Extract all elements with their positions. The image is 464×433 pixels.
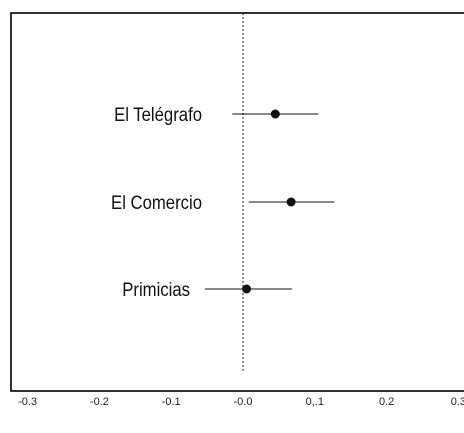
x-tick-label: 0.2	[379, 396, 394, 408]
estimate-point	[242, 284, 252, 294]
x-axis-tick-layer: -0.3 -0.2 -0.1 -0.0 0,.1 0.2 0.3	[18, 396, 464, 408]
category-label: El Comercio	[111, 192, 202, 213]
x-tick-label: -0.1	[162, 396, 181, 408]
x-tick-label: 0,.1	[306, 396, 324, 408]
category-label: El Telégrafo	[114, 104, 202, 125]
estimate-point	[286, 197, 296, 207]
x-tick-label: -0.2	[90, 396, 109, 408]
category-label-layer: El Telégrafo El Comercio Primicias	[111, 104, 202, 300]
estimate-point	[270, 109, 280, 119]
x-tick-label: -0.3	[18, 396, 37, 408]
category-label: Primicias	[122, 279, 190, 300]
x-tick-label: -0.0	[234, 396, 253, 408]
plot-frame	[10, 12, 464, 392]
x-tick-label: 0.3	[451, 396, 464, 408]
point-layer	[242, 109, 296, 294]
